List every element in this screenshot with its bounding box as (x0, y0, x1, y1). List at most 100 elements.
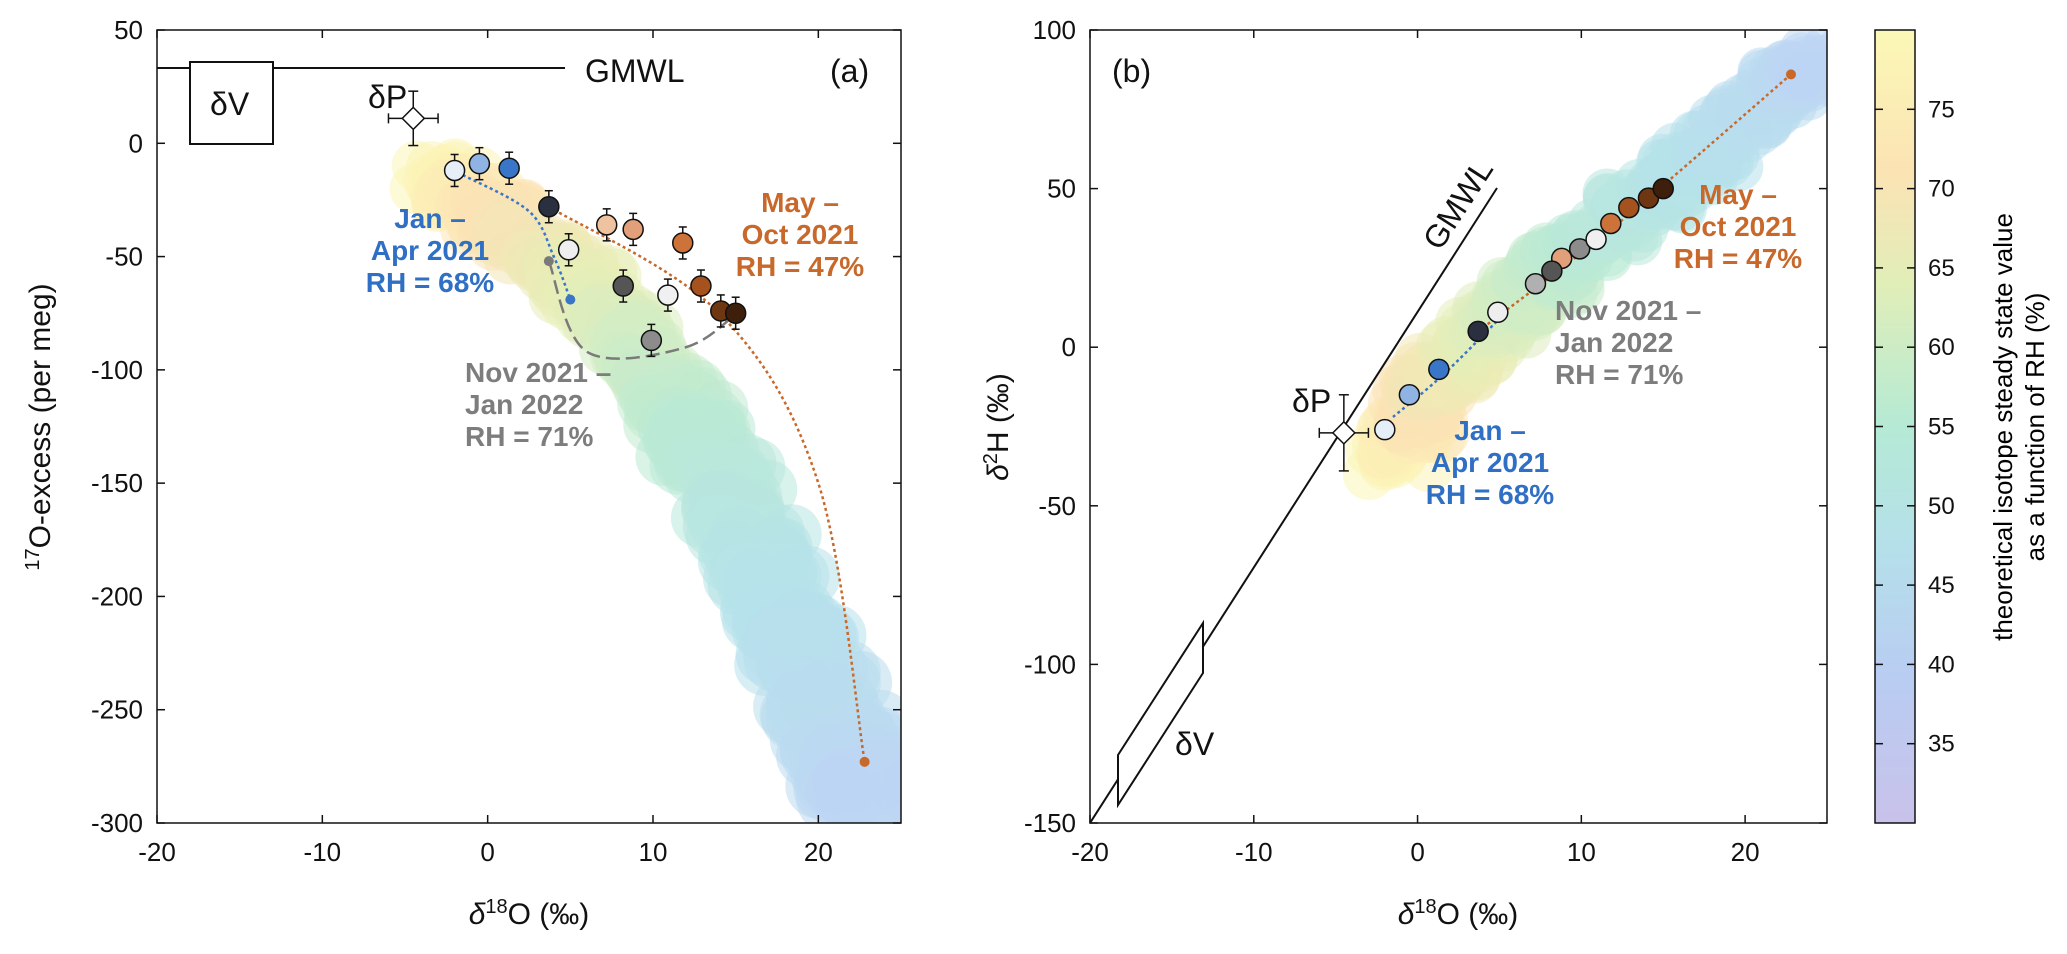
panel-a-jan-apr-line1: Jan – (394, 203, 466, 234)
colorbar-label-line2: as a function of RH (%) (2020, 293, 2050, 562)
panel-b-may-oct-line3: RH = 47% (1674, 243, 1802, 274)
colorbar-tick-label: 50 (1928, 493, 1955, 520)
panel-a-point (690, 275, 712, 297)
panel-b-ytick-label: -50 (1038, 491, 1076, 521)
colorbar-ticks: 35 40 45 50 55 60 65 70 75 (1875, 96, 1955, 758)
panel-b-delta-p-diamond (1331, 420, 1356, 445)
colorbar-tick-label: 70 (1928, 176, 1955, 203)
panel-a-point (538, 195, 560, 218)
panel-b-label-jan-apr: Jan – Apr 2021 RH = 68% (1426, 415, 1554, 510)
panel-b-label-may-oct: May – Oct 2021 RH = 47% (1674, 179, 1802, 274)
colorbar-tick-label: 45 (1928, 572, 1955, 599)
panel-a-nov-jan-line2: Jan 2022 (465, 389, 583, 420)
panel-a-point (672, 232, 694, 254)
panel-b-point (1618, 196, 1640, 219)
panel-b-delta-v-box (1117, 619, 1204, 809)
panel-b-band-blob (1778, 52, 1826, 100)
panel-a-point (498, 157, 520, 179)
panel-a-point (622, 218, 644, 241)
panel-a-nov-jan-fit-curve (547, 260, 745, 360)
panel-a-delta-p-label: δP (368, 79, 407, 115)
panel-b-ytick-label: 0 (1062, 332, 1076, 362)
panel-a-point (640, 329, 663, 352)
panel-a-xtick-label: 10 (639, 837, 668, 867)
panel-b-may-oct-line1: May – (1699, 179, 1777, 210)
panel-a-ytick-label: -300 (91, 808, 143, 838)
panel-a-ytick-label: -50 (105, 242, 143, 272)
colorbar-tick-label: 40 (1928, 651, 1955, 678)
panel-b-xtick-label: 0 (1410, 837, 1424, 867)
panel-a-ytick-label: -200 (91, 581, 143, 611)
panel-b-point (1568, 238, 1591, 260)
panel-b-point (1541, 260, 1563, 282)
panel-b-delta-p-marker (1318, 394, 1370, 472)
panel-b-jan-apr-line2: Apr 2021 (1431, 447, 1549, 478)
panel-a-xtick-label: 0 (480, 837, 494, 867)
panel-a-gmwl-label: GMWL (585, 53, 685, 89)
panel-b-nov-jan-line3: RH = 71% (1555, 359, 1683, 390)
panel-b-xtick-label: -20 (1071, 837, 1109, 867)
panel-b-x-axis-label: δ18O (‰) (1398, 896, 1519, 931)
panel-a-jan-apr-fit-curve (462, 173, 572, 301)
panel-a-label: (a) (830, 53, 869, 89)
panel-a-band-blob (871, 753, 901, 820)
panel-a-points (443, 152, 747, 352)
panel-b-point (1524, 273, 1547, 295)
panel-a-x-axis-label: δ18O (‰) (469, 896, 590, 931)
colorbar-tick-label: 75 (1928, 96, 1955, 123)
panel-b-delta-v-label: δV (1175, 726, 1215, 762)
panel-a-model-curves (462, 173, 870, 767)
panel-b-point (1374, 418, 1396, 441)
colorbar-tick-label: 55 (1928, 414, 1955, 441)
panel-a-jan-apr-line2: Apr 2021 (371, 235, 489, 266)
panel-b-y-axis-label: δ2H (‰) (980, 373, 1015, 481)
panel-b-points (1374, 177, 1674, 441)
panel-a-may-oct-line2: Oct 2021 (742, 219, 859, 250)
panel-a-ytick-label: 0 (129, 128, 143, 158)
panel-a-label-jan-apr: Jan – Apr 2021 RH = 68% (366, 203, 494, 298)
panel-a-ytick-label: -100 (91, 355, 143, 385)
panel-b-point (1487, 301, 1509, 324)
panel-b-xtick-label: -10 (1235, 837, 1273, 867)
panel-a-point (443, 159, 466, 182)
panel-a-may-oct-line3: RH = 47% (736, 251, 864, 282)
panel-a-point (657, 284, 679, 306)
panel-a-frame (156, 29, 902, 824)
panel-b-may-oct-fit-curve (1477, 73, 1792, 333)
panel-a-xtick-label: -10 (304, 837, 342, 867)
panel-b-delta-p-label: δP (1292, 383, 1331, 419)
panel-a-band-blob (882, 756, 901, 818)
panel-a-delta-p-marker (387, 90, 439, 147)
colorbar-tick-label: 60 (1928, 334, 1955, 361)
panel-a-band-blob (813, 747, 881, 815)
panel-a-delta-v-label: δV (210, 86, 250, 122)
panel-a-nov-jan-line1: Nov 2021 – (465, 357, 611, 388)
panel-a-jan-apr-line3: RH = 68% (366, 267, 494, 298)
colorbar-tick-label: 65 (1928, 255, 1955, 282)
panel-a-may-oct-fit-endpoint (859, 756, 870, 767)
panel-a-label-may-oct: May – Oct 2021 RH = 47% (736, 187, 864, 282)
panel-b-ytick-label: 100 (1033, 15, 1076, 45)
panel-b-point (1398, 384, 1421, 406)
panel-b-jan-apr-line3: RH = 68% (1426, 479, 1554, 510)
panel-b-point (1467, 320, 1489, 343)
panel-b-point (1428, 358, 1450, 381)
panel-a-may-oct-line1: May – (761, 187, 839, 218)
panel-a-ytick-label: 50 (114, 15, 143, 45)
panel-b-jan-apr-line1: Jan – (1454, 415, 1526, 446)
panel-b-nov-jan-line2: Jan 2022 (1555, 327, 1673, 358)
panel-a-y-axis-label: 17O-excess (per meg) (22, 283, 57, 570)
panel-b-xtick-label: 10 (1567, 837, 1596, 867)
panel-a-point (557, 239, 580, 261)
panel-a-point (468, 152, 491, 175)
panel-a-delta-p-diamond (401, 106, 426, 131)
panel-a-may-oct-fit-curve (548, 205, 866, 763)
panel-a-ytick-label: -150 (91, 468, 143, 498)
panel-b-may-oct-fit-endpoint (1785, 69, 1796, 80)
panel-a-point (595, 214, 618, 236)
colorbar-label-line1: theoretical isotope steady state value (1988, 213, 2018, 641)
panel-b-point (1585, 228, 1607, 251)
